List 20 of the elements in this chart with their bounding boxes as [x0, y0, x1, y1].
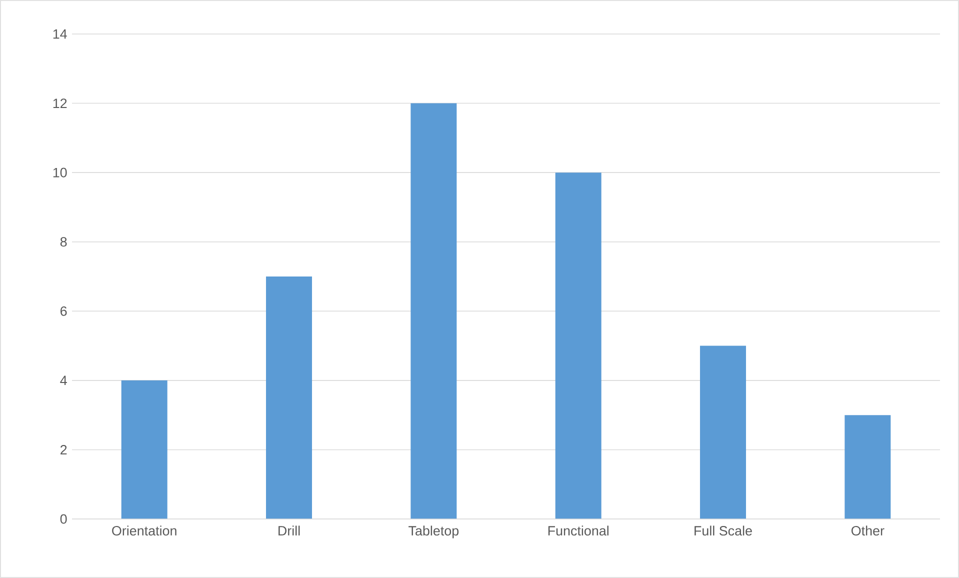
- y-tick-label: 12: [53, 98, 67, 108]
- bar: [555, 172, 602, 519]
- y-tick-label: 6: [60, 306, 67, 316]
- y-tick-label: 14: [53, 29, 67, 39]
- bar: [844, 415, 891, 519]
- y-tick-label: 4: [60, 376, 67, 386]
- y-tick-label: 2: [60, 445, 67, 454]
- x-tick-label: Functional: [548, 526, 608, 536]
- x-tick-label: Full Scale: [694, 526, 752, 536]
- x-tick-label: Other: [852, 526, 884, 536]
- x-tick-label: Tabletop: [408, 526, 459, 538]
- y-tick-label: 0: [60, 514, 67, 524]
- y-tick-label: 10: [53, 168, 67, 178]
- y-tick-label: 8: [60, 237, 67, 247]
- bar: [410, 103, 457, 519]
- x-tick-label: Orientation: [112, 526, 176, 536]
- bar: [121, 380, 168, 519]
- bar: [266, 276, 312, 519]
- x-tick-label: Drill: [278, 526, 300, 536]
- bar: [700, 346, 746, 519]
